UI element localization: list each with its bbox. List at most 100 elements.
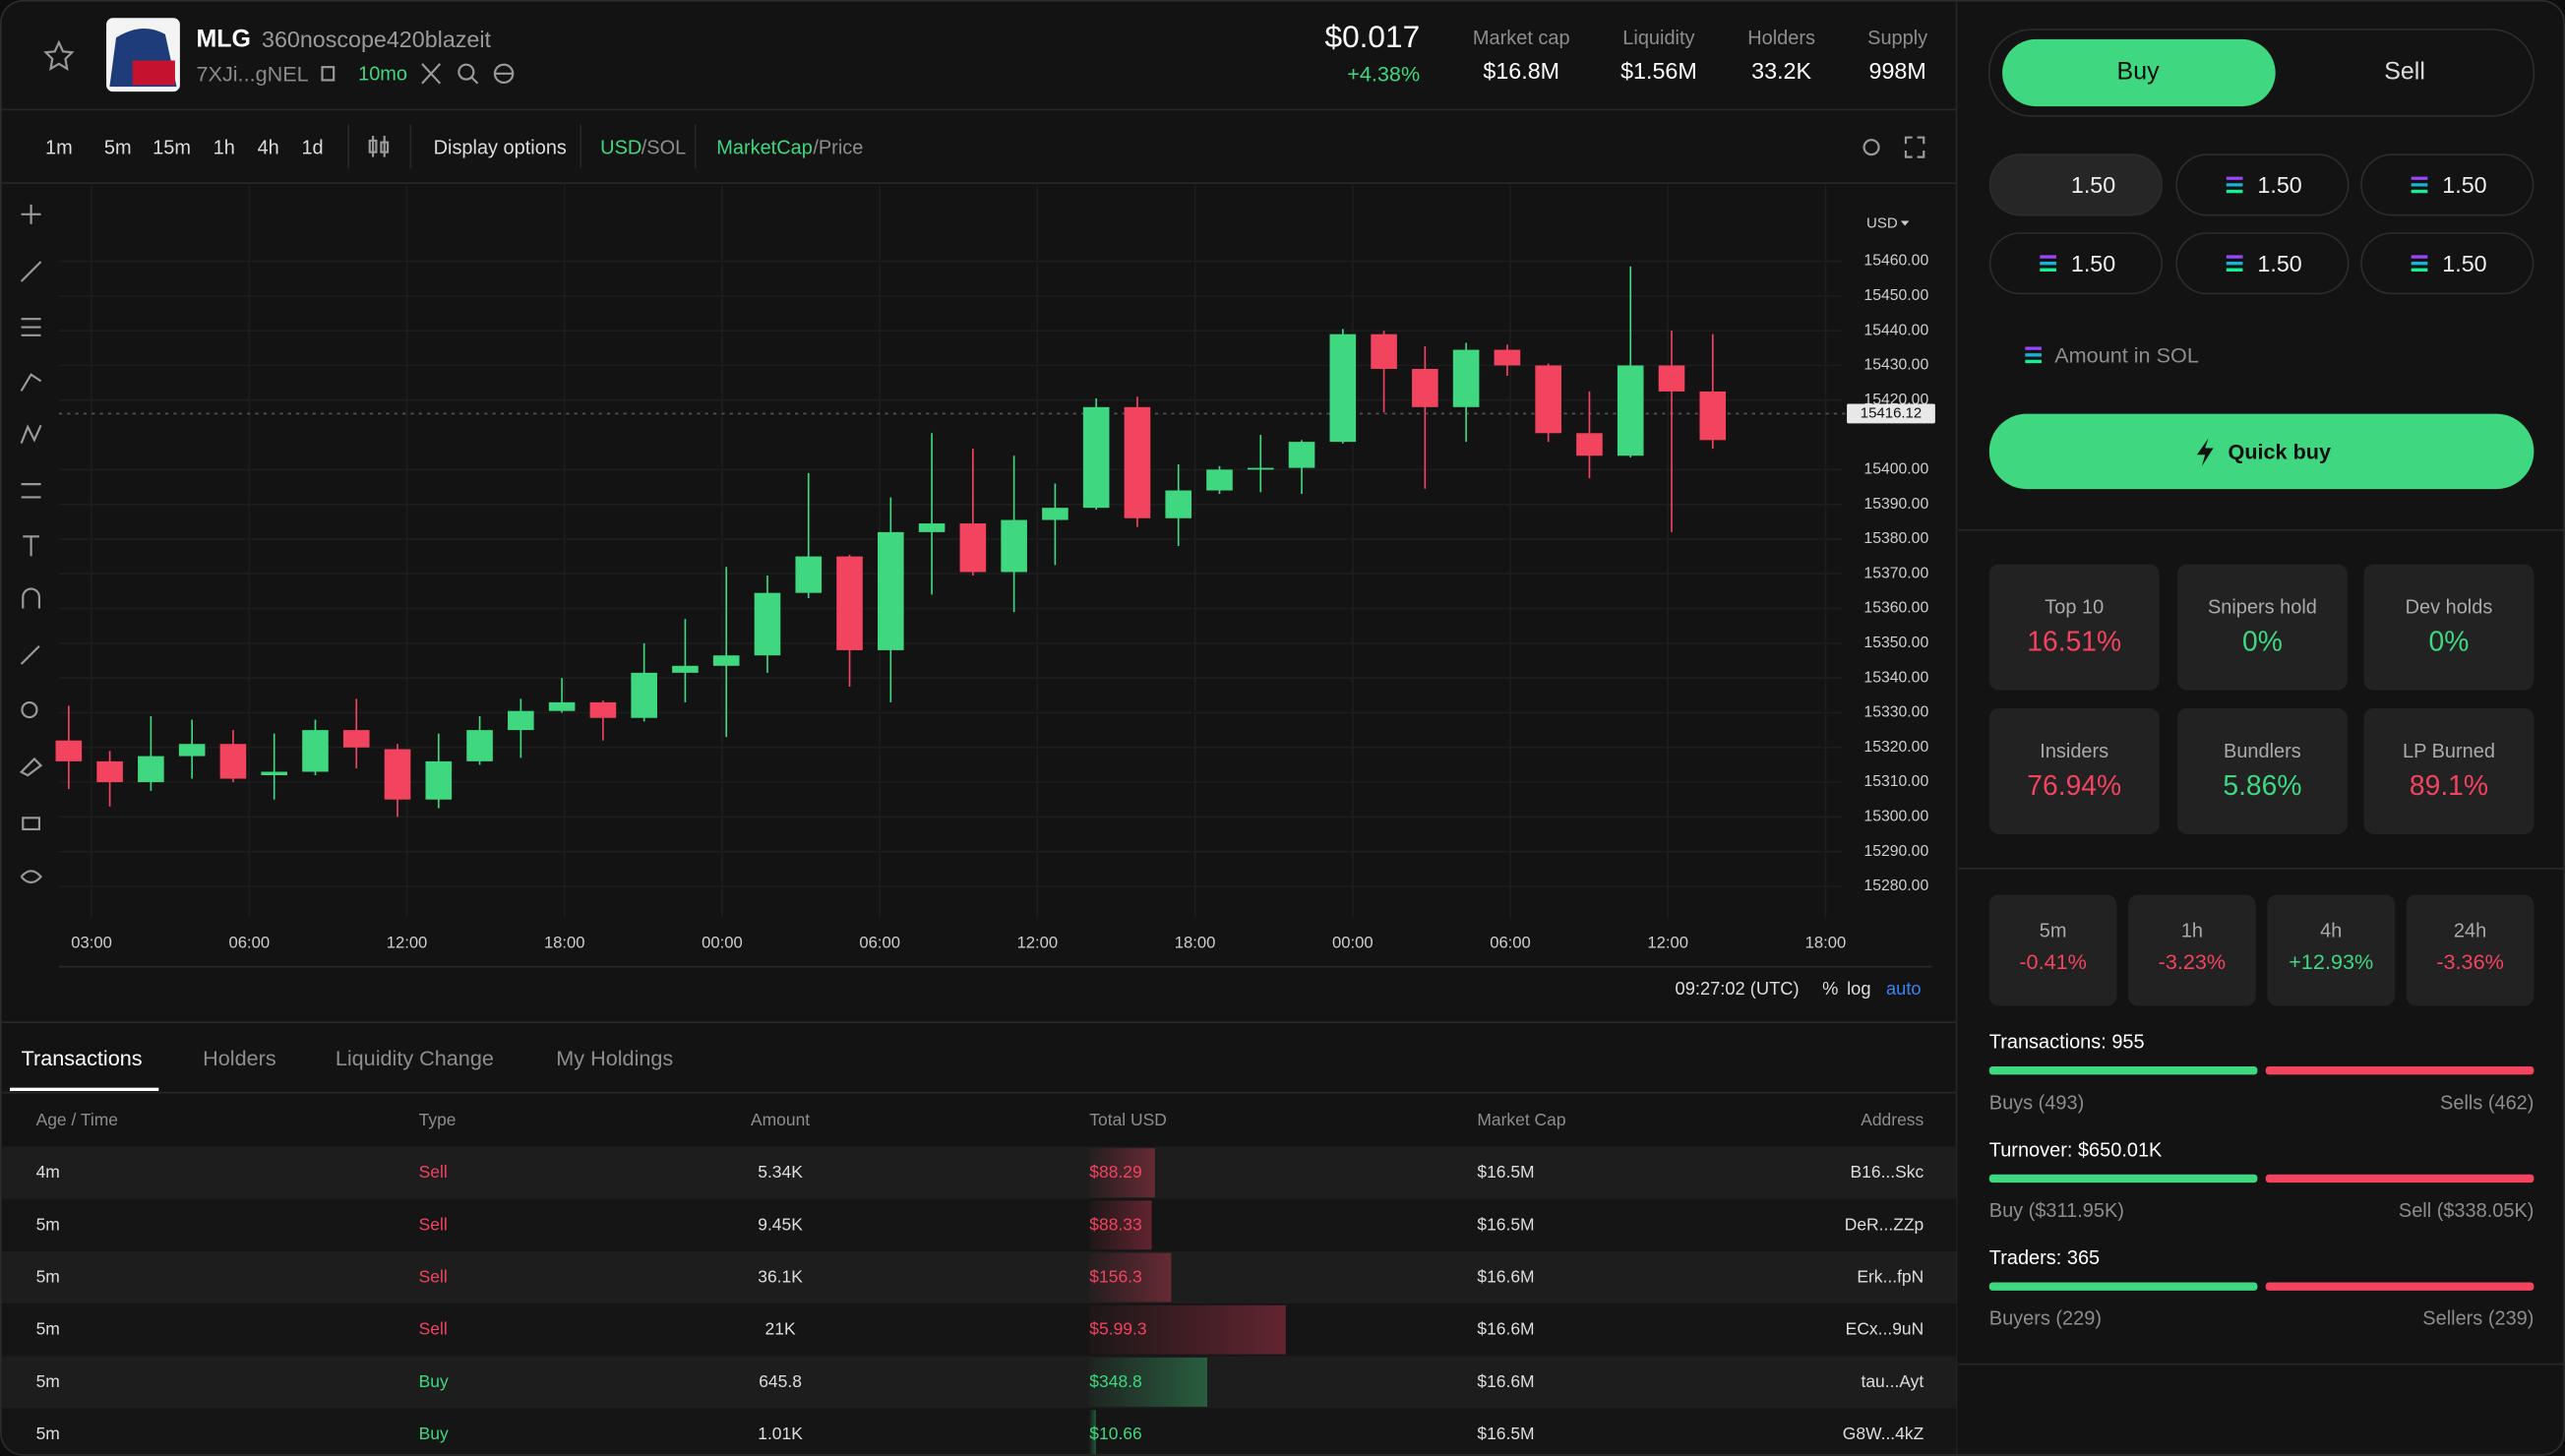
- buy-tab-bg[interactable]: [2002, 38, 2276, 107]
- tab[interactable]: Holders: [203, 1046, 276, 1071]
- amount-value[interactable]: 1.50: [2257, 171, 2302, 199]
- candle-body: [1165, 490, 1192, 518]
- scale-option[interactable]: %: [1822, 979, 1839, 1000]
- amount-value[interactable]: 1.50: [2442, 250, 2487, 276]
- candle-body: [1082, 406, 1110, 509]
- ruler-tool[interactable]: [20, 644, 40, 665]
- currency[interactable]: USD: [600, 135, 642, 159]
- interval[interactable]: 1h: [213, 135, 235, 159]
- search-icon: [470, 77, 479, 85]
- x-tick-label: 06:00: [859, 934, 900, 952]
- candle-body: [1001, 519, 1027, 573]
- crosshair-tool[interactable]: [21, 204, 41, 224]
- y-tick-label: 15440.00: [1863, 322, 1928, 338]
- price: $0.017: [1324, 21, 1421, 56]
- interval[interactable]: 5m: [103, 135, 132, 159]
- amount-button[interactable]: [2175, 153, 2350, 216]
- stat-label: Supply: [1867, 26, 1928, 49]
- amount-button[interactable]: [1988, 232, 2163, 295]
- amount-value[interactable]: 1.50: [2070, 250, 2116, 276]
- candle-body: [1699, 391, 1727, 441]
- projection-tool[interactable]: [21, 483, 41, 499]
- table-cell: 36.1K: [758, 1267, 803, 1288]
- interval[interactable]: 1d: [301, 135, 324, 159]
- mode[interactable]: MarketCap: [716, 135, 813, 159]
- quick-buy-button[interactable]: [1988, 413, 2534, 490]
- amount-value[interactable]: 1.50: [2442, 171, 2487, 199]
- settings-icon[interactable]: [1863, 139, 1880, 156]
- tab[interactable]: My Holdings: [556, 1046, 674, 1071]
- visibility-tool[interactable]: [20, 870, 42, 884]
- candle-body: [959, 523, 987, 573]
- y-tick-label: 15460.00: [1863, 253, 1928, 270]
- search-icon[interactable]: [458, 63, 475, 81]
- quick-buy[interactable]: Quick buy: [2228, 439, 2332, 464]
- logo-shape: [132, 60, 175, 86]
- holding-card: [2363, 564, 2534, 691]
- amount-button[interactable]: [2360, 153, 2534, 216]
- candle-body: [1658, 365, 1685, 392]
- table-cell: $16.6M: [1477, 1371, 1535, 1392]
- holding-value: 0%: [2428, 626, 2470, 658]
- candle-body: [302, 730, 329, 772]
- y-tick-label: 15400.00: [1863, 461, 1928, 478]
- currency-selector: USD: [1866, 215, 1898, 232]
- holding-label: Bundlers: [2224, 739, 2301, 762]
- table-cell: 5m: [35, 1371, 60, 1392]
- chart-time: 09:27:02 (UTC): [1675, 979, 1800, 1000]
- change-value: -0.41%: [2019, 949, 2087, 975]
- zoom-tool[interactable]: [21, 701, 38, 719]
- star-icon[interactable]: [43, 39, 75, 71]
- table-cell: Sell: [418, 1267, 448, 1288]
- table-cell: 5m: [35, 1267, 60, 1288]
- fib-tool[interactable]: [21, 318, 41, 336]
- holding-value: 5.86%: [2223, 770, 2302, 802]
- mode-alt[interactable]: /Price: [813, 135, 864, 159]
- table-cell: tau...Ayt: [1861, 1371, 1924, 1392]
- lock-drawing-tool[interactable]: [19, 757, 43, 777]
- trendline-tool[interactable]: [20, 261, 42, 282]
- scale-option[interactable]: log: [1847, 979, 1871, 1000]
- amount-button[interactable]: [2175, 232, 2350, 295]
- candle-body: [1494, 349, 1521, 366]
- pattern-tool[interactable]: [20, 424, 42, 444]
- amount-button[interactable]: [1988, 153, 2163, 216]
- tab[interactable]: Liquidity Change: [335, 1046, 494, 1071]
- sell-tab[interactable]: Sell: [2384, 58, 2425, 87]
- holding-card: [2176, 707, 2348, 834]
- candle-body: [548, 701, 576, 711]
- copy-icon[interactable]: [321, 66, 336, 82]
- currency-alt[interactable]: /SOL: [641, 135, 687, 159]
- amount-button[interactable]: [2360, 232, 2534, 295]
- change-label: 5m: [2039, 919, 2067, 942]
- stat-value: $16.8M: [1483, 57, 1560, 84]
- brush-tool[interactable]: [20, 373, 42, 392]
- x-tick-label: 12:00: [1647, 934, 1688, 952]
- amount-value[interactable]: 1.50: [2257, 250, 2302, 276]
- change-label: 1h: [2180, 919, 2204, 942]
- candle-icon[interactable]: [371, 135, 386, 157]
- interval[interactable]: 1m: [44, 135, 73, 159]
- amount-value[interactable]: 1.50: [2070, 171, 2116, 199]
- candle-body: [836, 556, 863, 650]
- table-cell: Buy: [418, 1371, 449, 1392]
- display-options[interactable]: Display options: [433, 135, 567, 159]
- buy-tab[interactable]: Buy: [2116, 58, 2160, 87]
- interval[interactable]: 4h: [257, 135, 279, 159]
- flow-bar-sell: [2265, 1174, 2534, 1183]
- table-cell: $10.66: [1089, 1425, 1142, 1445]
- interval[interactable]: 15m: [153, 135, 191, 159]
- candle-body: [425, 760, 453, 800]
- x-icon[interactable]: [421, 63, 442, 85]
- candle-body: [138, 756, 164, 783]
- tab[interactable]: Transactions: [21, 1046, 143, 1071]
- scale-option[interactable]: auto: [1886, 979, 1922, 1000]
- lock-tool[interactable]: [22, 817, 40, 831]
- magnet-tool[interactable]: [22, 587, 40, 609]
- holding-value: 0%: [2241, 626, 2283, 658]
- column-header: Age / Time: [35, 1110, 119, 1130]
- holding-value: 76.94%: [2027, 770, 2122, 802]
- change-card: [2128, 894, 2256, 1006]
- text-tool[interactable]: [23, 535, 39, 557]
- fullscreen-icon[interactable]: [1904, 136, 1925, 158]
